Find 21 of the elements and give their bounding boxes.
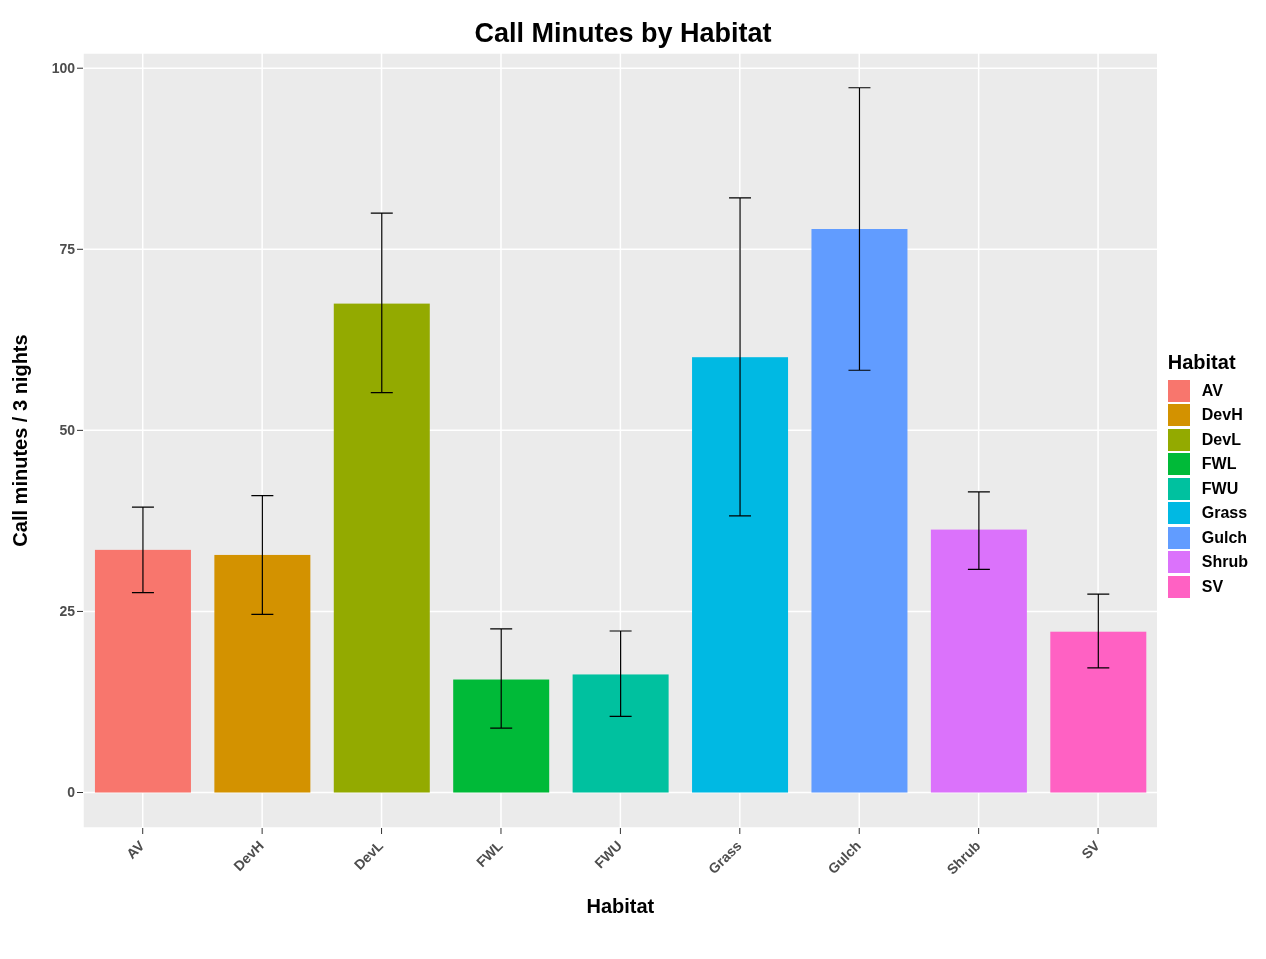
legend-label: DevH: [1201, 406, 1243, 425]
legend-label: DevL: [1201, 430, 1241, 449]
y-tick-label: 75: [59, 241, 76, 258]
chart-title: Call Minutes by Habitat: [474, 18, 772, 49]
legend-label: Grass: [1201, 504, 1248, 523]
legend-label: FWU: [1201, 479, 1239, 498]
y-axis-title: Call minutes / 3 nights: [9, 334, 32, 547]
legend-label: SV: [1201, 577, 1224, 596]
legend-label: Gulch: [1201, 528, 1248, 547]
y-tick-label: 100: [51, 60, 76, 77]
x-tick-label: FWL: [472, 837, 507, 871]
legend-label: AV: [1201, 381, 1223, 400]
x-axis-title: Habitat: [586, 895, 655, 917]
y-tick-label: 50: [59, 422, 76, 439]
legend-title: Habitat: [1167, 350, 1237, 374]
x-tick-label: AV: [123, 836, 148, 862]
legend-label: FWL: [1201, 455, 1237, 474]
y-tick-label: 25: [59, 603, 76, 620]
legend-label: Shrub: [1201, 553, 1248, 572]
x-tick-label: SV: [1078, 836, 1104, 862]
y-tick-label: 0: [67, 784, 76, 801]
